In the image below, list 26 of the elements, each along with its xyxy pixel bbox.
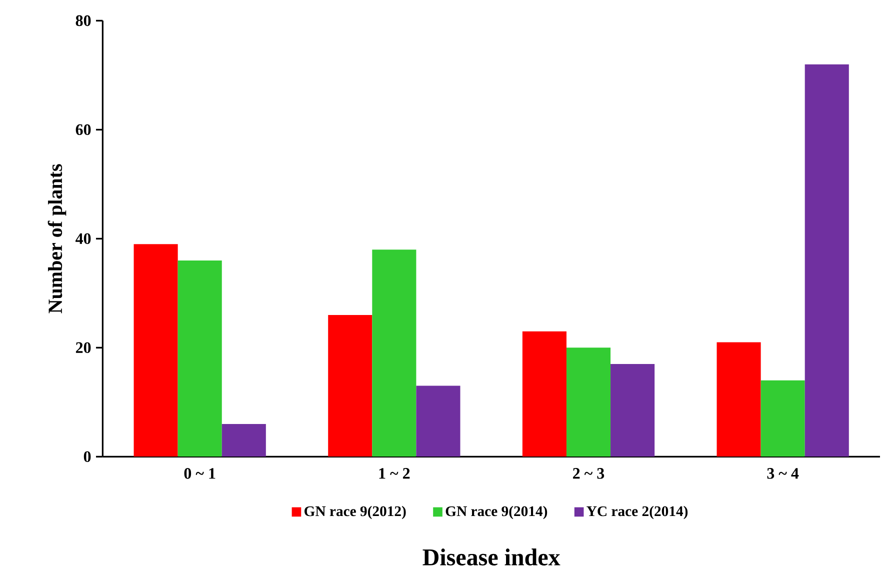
bar bbox=[566, 348, 611, 457]
bar bbox=[372, 250, 416, 457]
bar bbox=[328, 315, 372, 457]
bar bbox=[716, 342, 761, 457]
bar bbox=[134, 244, 178, 457]
y-tick-label: 20 bbox=[76, 342, 91, 354]
bar bbox=[610, 364, 655, 457]
x-tick-label: 0 ~ 1 bbox=[184, 468, 216, 479]
y-axis-title: Number of plants bbox=[48, 164, 66, 314]
bar bbox=[804, 64, 849, 457]
y-tick-label: 0 bbox=[84, 451, 91, 462]
x-tick-label: 1 ~ 2 bbox=[379, 468, 410, 479]
y-tick-label: 40 bbox=[76, 233, 91, 244]
x-tick-label: 2 ~ 3 bbox=[573, 468, 604, 479]
bar bbox=[416, 386, 460, 457]
y-tick-label: 60 bbox=[76, 124, 91, 136]
legend-label: GN race 9(2012) bbox=[304, 506, 406, 520]
y-tick-label: 80 bbox=[76, 15, 91, 26]
legend-label: GN race 9(2014) bbox=[446, 506, 548, 520]
bar bbox=[760, 380, 805, 457]
x-tick-label: 3 ~ 4 bbox=[767, 468, 799, 479]
bar bbox=[222, 424, 266, 457]
legend-label: YC race 2(2014) bbox=[586, 506, 688, 520]
bar bbox=[522, 331, 566, 457]
bar bbox=[178, 260, 222, 457]
x-axis-title: Disease index bbox=[422, 548, 560, 566]
